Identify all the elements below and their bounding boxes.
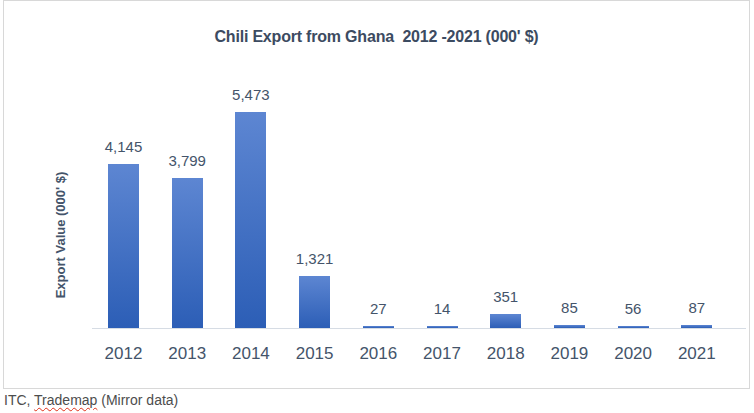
source-misspelled-word: Trademap (34, 392, 97, 408)
bar-value-label: 5,473 (211, 86, 291, 104)
bar (108, 164, 139, 328)
bar (299, 276, 330, 328)
source-note: ITC, Trademap (Mirror data) (4, 392, 178, 408)
x-axis-tick-label: 2021 (657, 345, 737, 363)
bar-value-label: 3,799 (147, 152, 227, 170)
bar (172, 178, 203, 328)
source-suffix: (Mirror data) (97, 392, 178, 408)
x-axis-line (92, 328, 746, 329)
page: Chili Export from Ghana 2012 -2021 (000'… (0, 0, 754, 413)
chart-card: Chili Export from Ghana 2012 -2021 (000'… (3, 0, 750, 389)
bar-value-label: 1,321 (275, 250, 355, 268)
bar-value-label: 87 (657, 299, 737, 317)
source-prefix: ITC, (4, 392, 34, 408)
bar (490, 314, 521, 328)
plot-area: 4,14520123,79920135,47320141,32120152720… (4, 1, 749, 388)
bar (235, 112, 266, 328)
